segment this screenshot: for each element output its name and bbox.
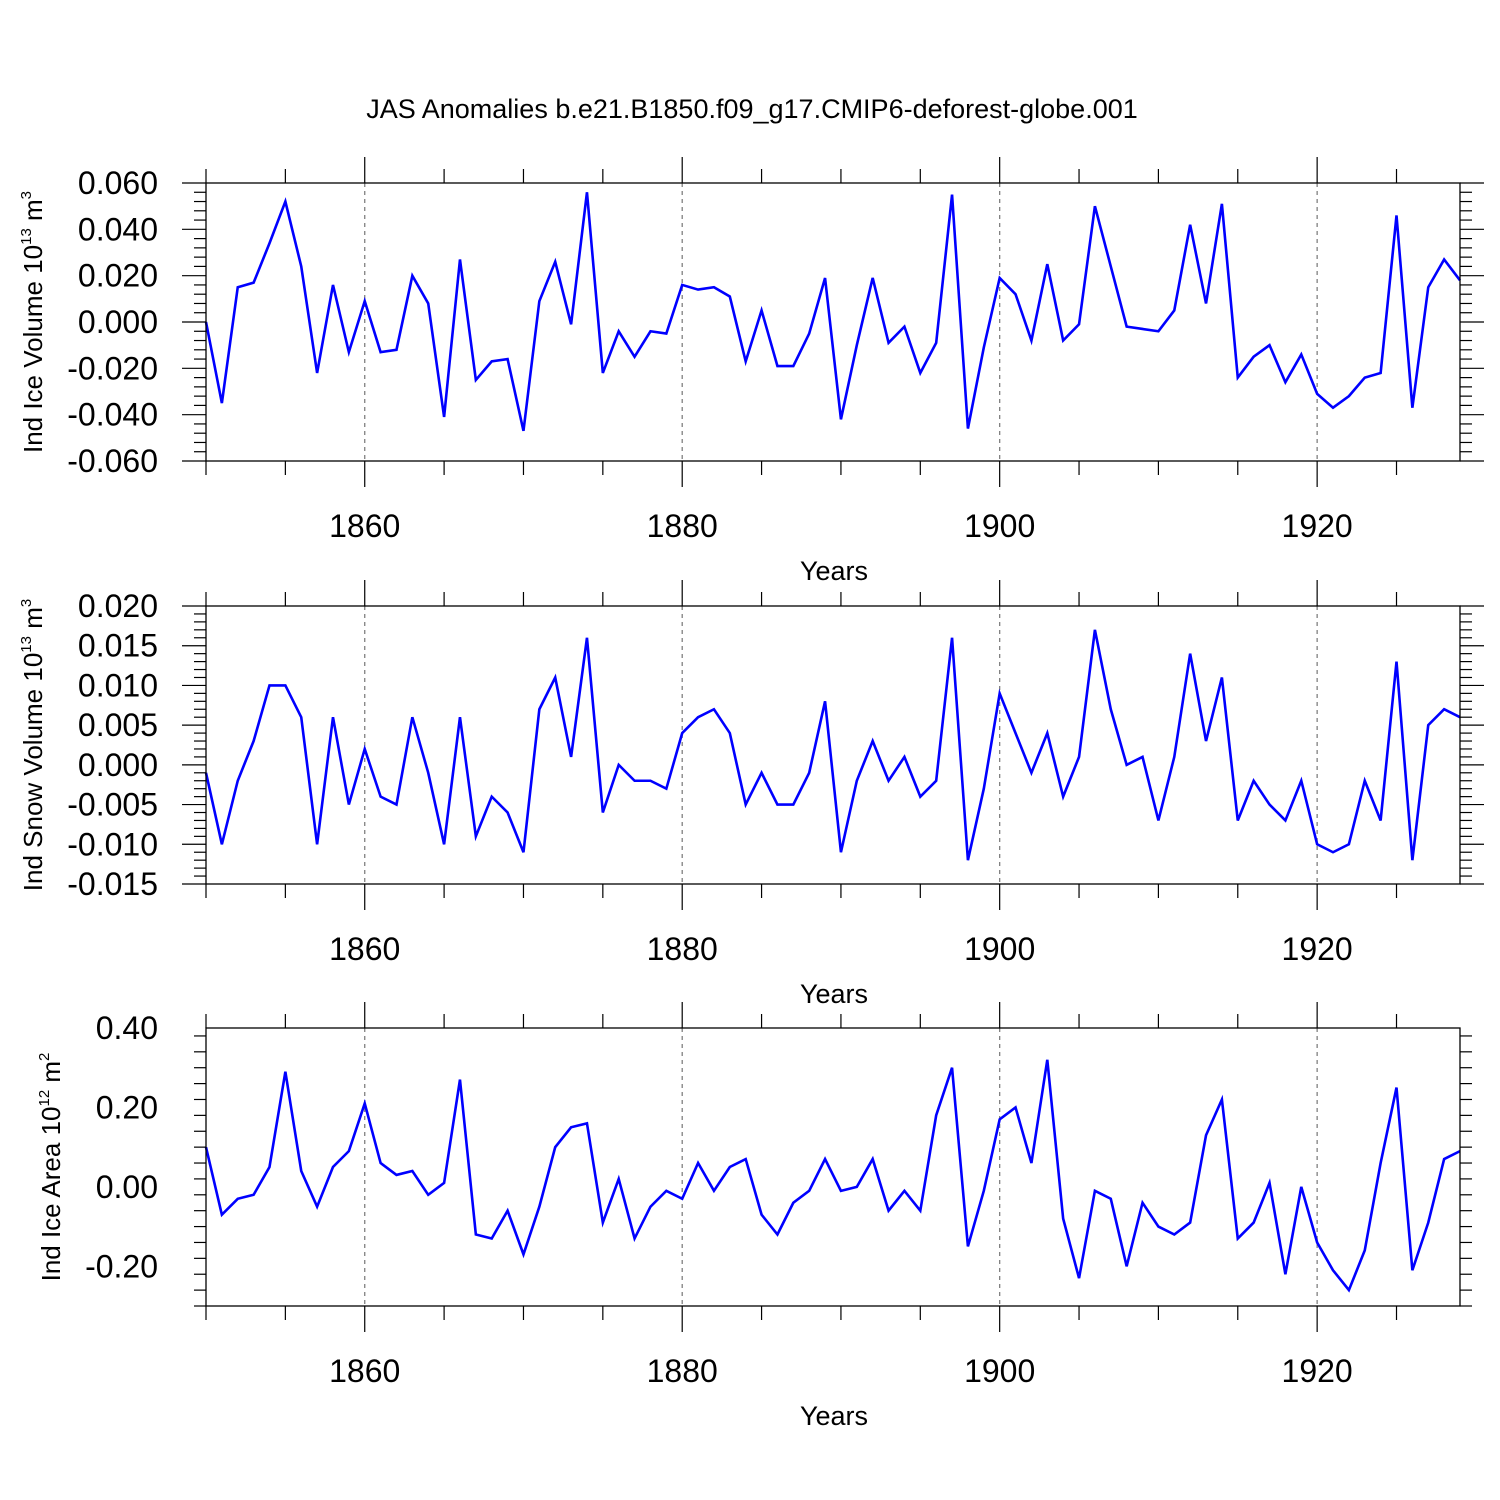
y-axis-label: Ind Snow Volume 1013 m3 xyxy=(18,599,48,891)
plot-frame xyxy=(205,605,1461,885)
x-tick-label: 1900 xyxy=(964,508,1035,544)
x-tick-label: 1860 xyxy=(329,931,400,967)
y-tick-label: 0.000 xyxy=(78,304,158,340)
panel-1: 1860 1880 1900 1920 Years -0.060 -0.040 -0.020 0… xyxy=(18,157,1484,586)
y-tick-label: 0.005 xyxy=(78,707,158,743)
y-axis-label: Ind Ice Area 1012 m2 xyxy=(36,1053,66,1282)
x-tick-label: 1880 xyxy=(647,931,718,967)
x-axis-label: Years xyxy=(800,556,868,586)
plot-frame xyxy=(205,182,1461,462)
x-axis-label: Years xyxy=(800,979,868,1009)
x-tick-label: 1860 xyxy=(329,1353,400,1389)
y-tick-label: 0.020 xyxy=(78,258,158,294)
x-tick-label: 1880 xyxy=(647,508,718,544)
y-tick-label: -0.005 xyxy=(67,787,158,823)
series-line xyxy=(204,629,1461,861)
series-line xyxy=(204,1059,1461,1293)
panel-3: 1860 1880 1900 1920 Years -0.20 0.00 0.20 0.40 In… xyxy=(36,1002,1472,1431)
x-tick-label: 1880 xyxy=(647,1353,718,1389)
y-tick-label: 0.40 xyxy=(96,1010,158,1046)
y-tick-label: 0.000 xyxy=(78,747,158,783)
x-axis-label: Years xyxy=(800,1401,868,1431)
y-tick-label: 0.040 xyxy=(78,211,158,247)
y-tick-label: 0.060 xyxy=(78,165,158,201)
x-tick-label: 1920 xyxy=(1282,931,1353,967)
y-tick-label: 0.20 xyxy=(96,1089,158,1125)
x-tick-label: 1920 xyxy=(1282,508,1353,544)
y-tick-label: -0.010 xyxy=(67,826,158,862)
y-tick-label: -0.20 xyxy=(85,1248,158,1284)
y-tick-label: -0.015 xyxy=(67,866,158,902)
figure-title: JAS Anomalies b.e21.B1850.f09_g17.CMIP6-… xyxy=(366,94,1138,124)
y-tick-label: -0.020 xyxy=(67,350,158,386)
series-line xyxy=(204,192,1462,432)
y-tick-label: 0.020 xyxy=(78,588,158,624)
x-tick-label: 1900 xyxy=(964,1353,1035,1389)
y-tick-label: 0.015 xyxy=(78,628,158,664)
y-tick-label: 0.010 xyxy=(78,667,158,703)
x-tick-label: 1860 xyxy=(329,508,400,544)
y-axis-label: Ind Ice Volume 1013 m3 xyxy=(18,191,48,453)
y-tick-label: -0.040 xyxy=(67,397,158,433)
plot-frame xyxy=(205,1027,1461,1307)
y-tick-label: 0.00 xyxy=(96,1169,158,1205)
x-tick-label: 1900 xyxy=(964,931,1035,967)
panel-2: 1860 1880 1900 1920 Years -0.015 -0.010-0.005 0… xyxy=(18,580,1484,1009)
y-tick-label: -0.060 xyxy=(67,443,158,479)
x-tick-label: 1920 xyxy=(1282,1353,1353,1389)
